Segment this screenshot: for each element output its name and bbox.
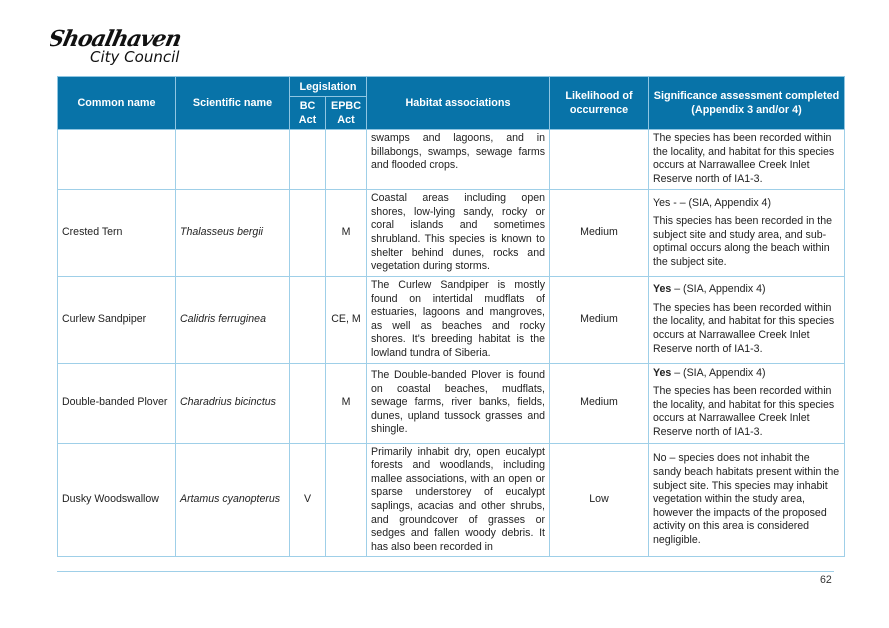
cell-bc-act [289,362,326,444]
significance-verdict: Yes – (SIA, Appendix 4) [653,367,840,381]
threatened-species-table: Common name Scientific name Legislation … [57,76,845,558]
cell-epbc-act: M [325,189,367,277]
cell-likelihood: Medium [549,362,649,444]
cell-common-name: Crested Tern [57,189,176,277]
cell-epbc-act: M [325,362,367,444]
cell-scientific-name: Calidris ferruginea [175,276,290,364]
header-habitat: Habitat associations [366,76,550,130]
cell-significance: The species has been recorded within the… [648,129,845,190]
header-bc-act: BC Act [289,96,326,130]
verdict-rest: – (SIA, Appendix 4) [671,366,766,379]
shoalhaven-logo: Shoalhaven City Council [50,26,183,66]
cell-habitat: Coastal areas including open shores, low… [366,189,550,277]
significance-detail: No – species does not inhabit the sandy … [653,452,840,546]
verdict-rest: – (SIA, Appendix 4) [671,283,766,296]
page-number: 62 [820,574,832,586]
significance-verdict: Yes - – (SIA, Appendix 4) [653,197,840,211]
cell-habitat: The Double-banded Plover is found on coa… [366,362,550,444]
svg-text:City Council: City Council [90,48,180,66]
footer-divider [57,571,834,572]
cell-epbc-act [325,129,367,190]
cell-bc-act: V [289,442,326,558]
cell-epbc-act: CE, M [325,276,367,364]
cell-common-name: Dusky Woodswallow [57,442,176,558]
table-row: swamps and lagoons, and in billabongs, s… [57,129,845,190]
cell-scientific-name: Charadrius bicinctus [175,362,290,444]
significance-detail: The species has been recorded within the… [653,301,835,355]
cell-significance: Yes - – (SIA, Appendix 4) This species ha… [648,189,845,277]
significance-detail: The species has been recorded within the… [653,132,835,185]
header-likelihood: Likelihood of occurrence [549,76,649,130]
cell-bc-act [289,129,326,190]
cell-common-name: Curlew Sandpiper [57,276,176,364]
cell-bc-act [289,189,326,277]
significance-detail: This species has been recorded in the su… [653,215,833,268]
significance-verdict: Yes – (SIA, Appendix 4) [653,283,840,297]
table-row: Double-banded Plover Charadrius bicinctus… [57,362,845,444]
verdict-bold: Yes [653,366,672,379]
svg-text:Shoalhaven: Shoalhaven [50,26,183,52]
cell-scientific-name: Artamus cyanopterus [175,442,290,558]
header-scientific-name: Scientific name [175,76,290,130]
header-significance: Significance assessment completed (Appen… [648,76,845,130]
cell-epbc-act [325,442,367,558]
cell-likelihood: Low [549,442,649,558]
cell-likelihood [549,129,649,190]
verdict-bold: Yes [653,283,672,296]
significance-detail: The species has been recorded within the… [653,385,835,438]
table-row: Curlew Sandpiper Calidris ferruginea CE, M… [57,276,845,364]
table-row: Crested Tern Thalasseus bergii M Coastal ar… [57,189,845,277]
cell-habitat: swamps and lagoons, and in billabongs, s… [366,129,550,190]
cell-habitat: The Curlew Sandpiper is mostly found on … [366,276,550,364]
cell-bc-act [289,276,326,364]
cell-significance: No – species does not inhabit the sandy … [648,442,845,558]
cell-scientific-name: Thalasseus bergii [175,189,290,277]
cell-habitat: Primarily inhabit dry, open eucalypt for… [366,442,550,558]
cell-significance: Yes – (SIA, Appendix 4) The species has b… [648,276,845,364]
cell-common-name [57,129,176,190]
cell-likelihood: Medium [549,276,649,364]
verdict-rest: Yes - – (SIA, Appendix 4) [653,196,771,209]
table-row: Dusky Woodswallow Artamus cyanopterus V Pri… [57,442,845,558]
header-epbc-act: EPBC Act [325,96,367,130]
cell-likelihood: Medium [549,189,649,277]
header-common-name: Common name [57,76,176,130]
header-legislation: Legislation [289,76,367,97]
cell-common-name: Double-banded Plover [57,362,176,444]
cell-significance: Yes – (SIA, Appendix 4) The species has b… [648,362,845,444]
cell-scientific-name [175,129,290,190]
